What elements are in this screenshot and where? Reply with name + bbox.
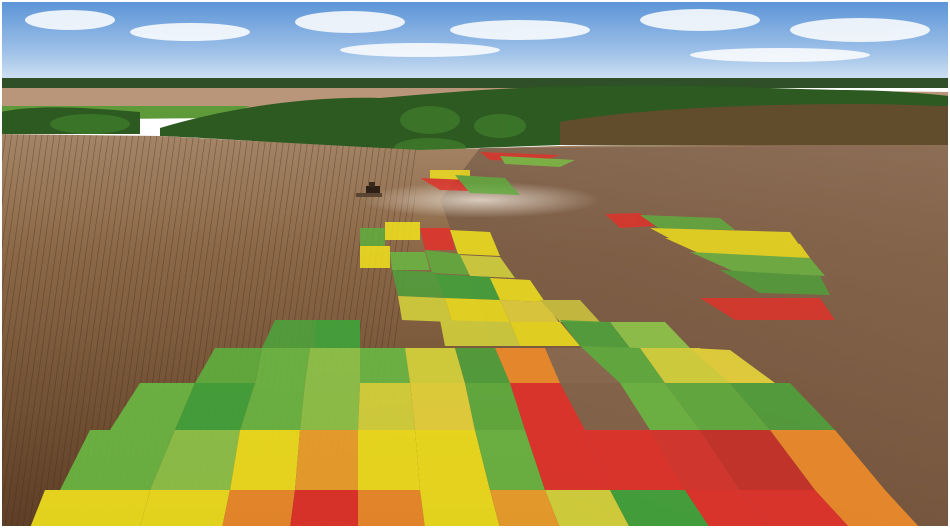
sky: [0, 0, 950, 85]
zone-overlay-near: [30, 320, 920, 528]
dust-cloud: [360, 182, 600, 218]
clouds: [25, 9, 930, 62]
autumn-trees: [560, 104, 950, 146]
far-horizon-trees: [0, 78, 950, 88]
zone-overlay-right: [605, 213, 835, 320]
zone-overlay-mid: [360, 222, 600, 346]
zone-overlay-far: [420, 152, 575, 195]
tractor-icon: [356, 182, 382, 197]
